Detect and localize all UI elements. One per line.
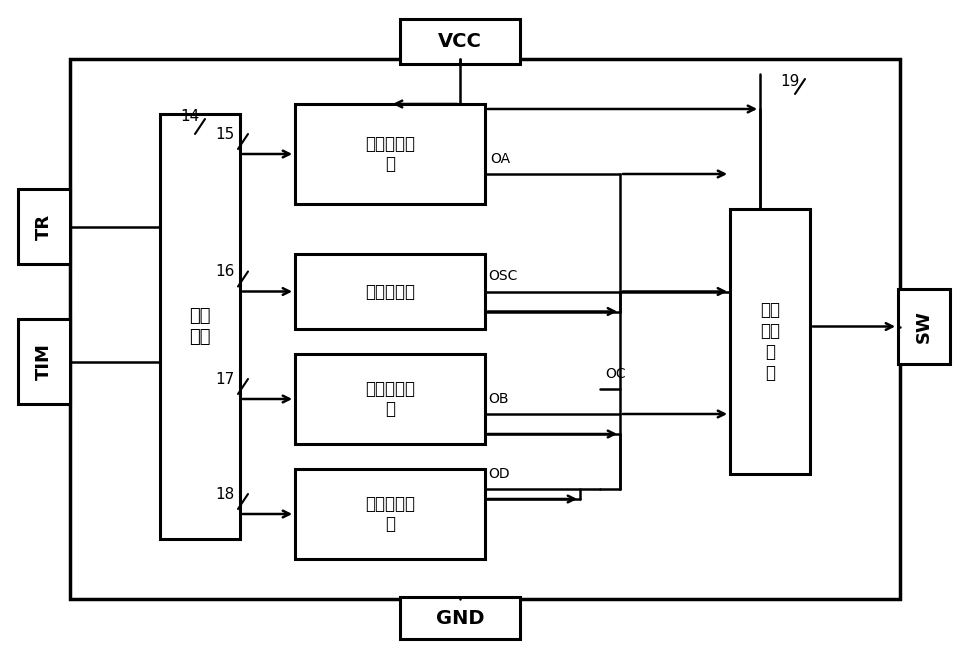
Text: 16: 16 — [216, 264, 234, 279]
Text: 振荡器电路: 振荡器电路 — [365, 283, 415, 300]
Text: 输出
送辑
电
路: 输出 送辑 电 路 — [760, 301, 780, 382]
Text: OB: OB — [488, 392, 509, 406]
Text: 19: 19 — [780, 74, 800, 89]
Text: 17: 17 — [216, 372, 234, 387]
Bar — [898, 289, 950, 364]
Bar — [18, 319, 70, 404]
Bar — [400, 19, 520, 64]
Text: OSC: OSC — [488, 269, 517, 283]
Bar — [295, 469, 485, 559]
Text: 电池检测电
路: 电池检测电 路 — [365, 135, 415, 173]
Text: 14: 14 — [180, 109, 200, 124]
Bar — [730, 209, 810, 474]
Bar — [295, 254, 485, 329]
Text: OC: OC — [605, 367, 625, 381]
Text: 18: 18 — [216, 487, 234, 502]
Bar — [295, 104, 485, 204]
Text: OA: OA — [490, 152, 511, 166]
Text: TIM: TIM — [35, 343, 53, 380]
Text: 基准
电路: 基准 电路 — [189, 307, 211, 346]
Bar — [70, 59, 900, 599]
Text: TR: TR — [35, 213, 53, 239]
Bar — [160, 114, 240, 539]
Bar — [400, 597, 520, 639]
Text: 反激检测电
路: 反激检测电 路 — [365, 379, 415, 419]
Text: 巡检时钟电
路: 巡检时钟电 路 — [365, 494, 415, 534]
Text: SW: SW — [915, 310, 933, 343]
Text: OD: OD — [488, 467, 510, 481]
Text: VCC: VCC — [438, 32, 482, 51]
Bar — [295, 354, 485, 444]
Text: 15: 15 — [216, 127, 234, 142]
Text: GND: GND — [436, 608, 484, 627]
Bar — [18, 189, 70, 264]
